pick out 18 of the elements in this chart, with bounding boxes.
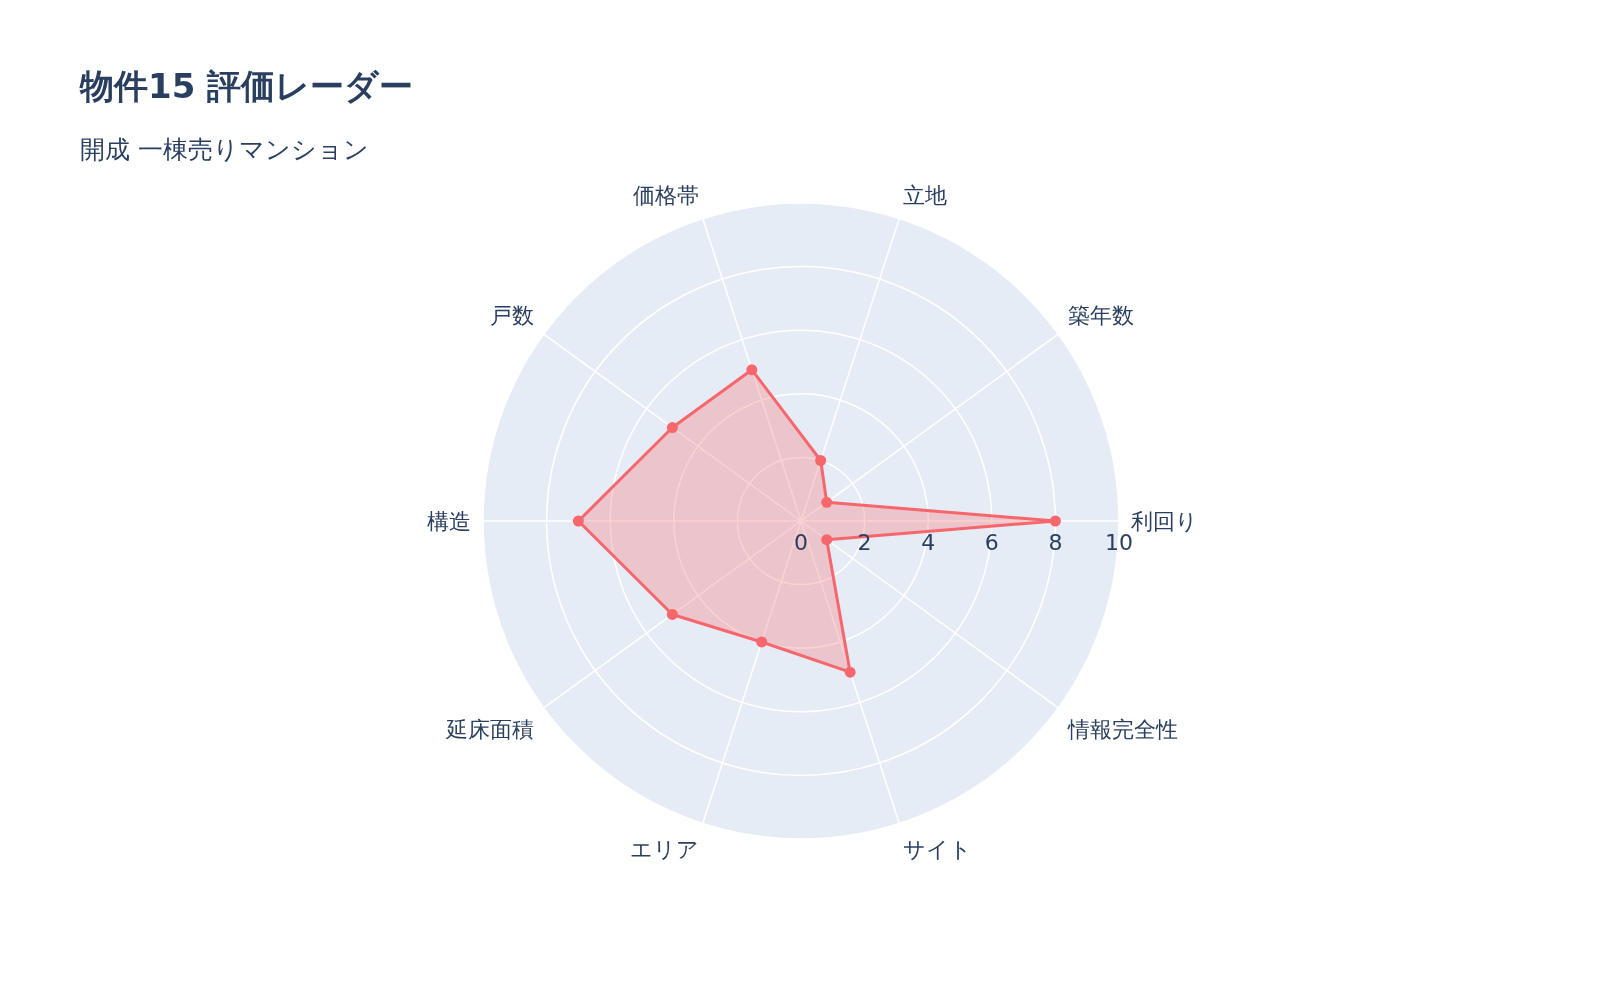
spoke-label: 立地 xyxy=(902,183,947,209)
spoke-label: 戸数 xyxy=(490,303,535,329)
spoke-label: 価格帯 xyxy=(633,183,700,209)
y-tick-label: 8 xyxy=(1048,530,1063,555)
spoke-label: 情報完全性 xyxy=(1066,716,1178,742)
y-tick-label: 2 xyxy=(857,530,872,555)
y-tick-label: 6 xyxy=(984,530,999,555)
spoke-label: 利回り xyxy=(1131,509,1198,534)
spoke-label: 築年数 xyxy=(1067,303,1134,329)
spoke-label: 延床面積 xyxy=(445,716,535,742)
text: 開成 一棟売りマンション xyxy=(80,135,369,164)
y-tick-label: 4 xyxy=(921,530,936,555)
y-tick-label: 0 xyxy=(794,530,808,555)
spoke-label: サイト xyxy=(902,836,972,862)
spoke-label: エリア xyxy=(630,836,700,862)
y-tick-label: 10 xyxy=(1105,530,1133,555)
chart-title: 物件15 評価レーダー xyxy=(79,66,414,106)
spoke-label: 構造 xyxy=(427,509,471,534)
